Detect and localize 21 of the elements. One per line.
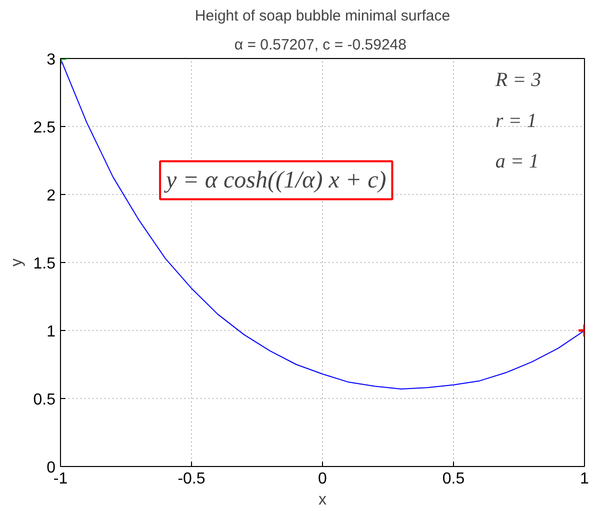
annotation: y = α cosh((1/α) x + c): [164, 167, 386, 194]
chart-title: Height of soap bubble minimal surface: [194, 8, 450, 24]
x-tick-label: 0.5: [442, 470, 465, 488]
annotation: R = 3: [494, 69, 542, 92]
x-tick-label: -0.5: [178, 470, 206, 488]
x-axis-title: x: [318, 492, 326, 508]
y-tick-label: 0: [46, 460, 56, 476]
y-tick-label: 2: [46, 188, 56, 204]
y-tick-label: 1: [46, 324, 56, 340]
y-axis-title: y: [8, 258, 26, 266]
y-tick-label: 3: [46, 52, 56, 68]
x-tick-label: 1: [580, 470, 590, 488]
annotation: a = 1: [495, 150, 539, 173]
line-series: [60, 58, 584, 390]
chart-subtitle: α = 0.57207, c = -0.59248: [234, 36, 406, 54]
y-tick-label: 0.5: [33, 392, 56, 408]
x-tick-label: -1: [53, 470, 68, 488]
annotation: r = 1: [495, 110, 537, 132]
y-tick-label: 2.5: [33, 120, 56, 136]
x-tick-label: 0: [318, 470, 328, 488]
y-tick-label: 1.5: [33, 256, 56, 272]
